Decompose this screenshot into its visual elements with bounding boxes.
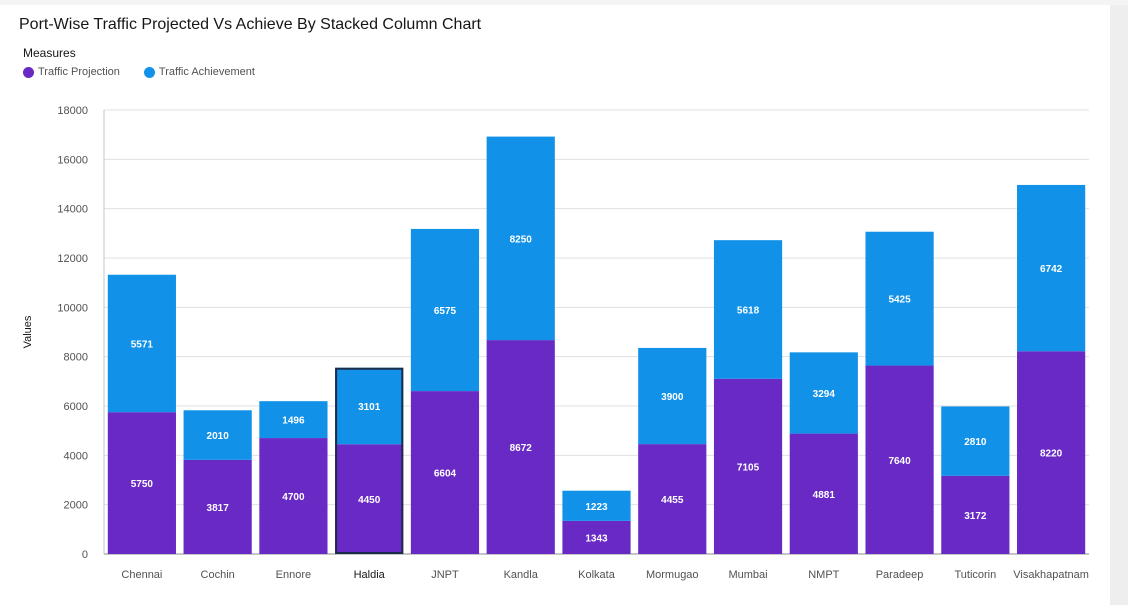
y-tick-label: 10000 bbox=[57, 302, 88, 314]
legend-label-projection: Traffic Projection bbox=[38, 66, 120, 78]
legend-swatch-projection bbox=[23, 66, 34, 78]
data-label-projection: 6604 bbox=[434, 469, 457, 480]
bar-projection[interactable] bbox=[562, 520, 631, 554]
legend-title: Measures bbox=[23, 46, 76, 60]
bar-projection[interactable] bbox=[107, 412, 176, 554]
y-tick-label: 14000 bbox=[57, 204, 88, 216]
bar-achievement[interactable] bbox=[183, 410, 252, 460]
data-label-projection: 5750 bbox=[131, 479, 154, 490]
bar-projection[interactable] bbox=[638, 444, 707, 554]
bar-projection[interactable] bbox=[789, 433, 858, 554]
data-label-projection: 3172 bbox=[964, 511, 987, 522]
bar-achievement[interactable] bbox=[638, 347, 707, 445]
y-tick-label: 8000 bbox=[64, 352, 88, 364]
data-label-projection: 4450 bbox=[358, 495, 381, 506]
data-label-achievement: 5618 bbox=[737, 305, 760, 316]
legend-swatch-achievement bbox=[143, 66, 155, 78]
x-tick-label[interactable]: Chennai bbox=[121, 569, 162, 581]
bar-achievement[interactable] bbox=[259, 401, 328, 439]
y-tick-label: 6000 bbox=[64, 401, 88, 413]
data-label-achievement: 6742 bbox=[1040, 264, 1063, 275]
bar-achievement[interactable] bbox=[410, 228, 480, 392]
bar-projection[interactable] bbox=[865, 365, 934, 554]
x-tick-label[interactable]: JNPT bbox=[431, 569, 459, 581]
x-tick-label[interactable]: Paradeep bbox=[876, 569, 924, 581]
bar-achievement[interactable] bbox=[335, 367, 404, 445]
bar-projection[interactable] bbox=[941, 475, 1010, 554]
data-label-achievement: 5425 bbox=[888, 295, 911, 306]
x-tick-label[interactable]: Kolkata bbox=[578, 569, 616, 581]
bar-projection[interactable] bbox=[410, 391, 480, 554]
bar-achievement[interactable] bbox=[486, 136, 555, 341]
data-label-achievement: 1223 bbox=[585, 502, 608, 513]
legend-item-projection[interactable]: Traffic Projection bbox=[23, 66, 120, 78]
data-label-achievement: 3101 bbox=[358, 402, 381, 413]
bar-achievement[interactable] bbox=[865, 231, 934, 366]
y-tick-label: 2000 bbox=[64, 500, 88, 512]
x-tick-label[interactable]: Tuticorin bbox=[954, 569, 996, 581]
bar-projection[interactable] bbox=[486, 340, 555, 554]
y-tick-label: 4000 bbox=[64, 450, 88, 462]
x-tick-label[interactable]: Visakhapatnam bbox=[1013, 569, 1089, 581]
data-label-achievement: 3900 bbox=[661, 392, 684, 403]
bar-projection[interactable] bbox=[259, 438, 328, 554]
data-label-achievement: 2810 bbox=[964, 437, 987, 448]
y-tick-label: 16000 bbox=[57, 154, 88, 166]
data-label-projection: 4881 bbox=[813, 490, 836, 501]
bar-achievement[interactable] bbox=[789, 352, 858, 434]
data-label-projection: 3817 bbox=[207, 503, 230, 514]
bar-achievement[interactable] bbox=[562, 490, 631, 521]
data-label-achievement: 6575 bbox=[434, 306, 457, 317]
bar-projection[interactable] bbox=[713, 378, 783, 554]
bar-projection[interactable] bbox=[1017, 351, 1086, 554]
bar-projection[interactable] bbox=[183, 459, 252, 554]
y-tick-label: 0 bbox=[82, 549, 88, 561]
y-axis-title: Values bbox=[22, 315, 34, 348]
x-tick-label[interactable]: Haldia bbox=[354, 569, 386, 581]
x-tick-label[interactable]: Kandla bbox=[504, 569, 539, 581]
x-tick-label[interactable]: NMPT bbox=[808, 569, 839, 581]
data-label-achievement: 5571 bbox=[131, 339, 154, 350]
bar-projection[interactable] bbox=[335, 444, 404, 554]
bar-achievement[interactable] bbox=[107, 274, 176, 413]
bar-achievement[interactable] bbox=[1017, 184, 1086, 352]
x-tick-label[interactable]: Mormugao bbox=[646, 569, 699, 581]
y-tick-label: 12000 bbox=[57, 253, 88, 265]
data-label-achievement: 1496 bbox=[282, 416, 305, 427]
data-label-achievement: 2010 bbox=[207, 431, 230, 442]
legend: Traffic Projection Traffic Achievement bbox=[23, 66, 255, 78]
side-panel-edge bbox=[1110, 5, 1128, 605]
x-tick-label[interactable]: Mumbai bbox=[728, 569, 767, 581]
legend-label-achievement: Traffic Achievement bbox=[158, 66, 255, 78]
bar-achievement[interactable] bbox=[713, 240, 783, 379]
data-label-projection: 7105 bbox=[737, 462, 760, 473]
x-tick-label[interactable]: Ennore bbox=[276, 569, 311, 581]
data-label-achievement: 8250 bbox=[510, 234, 533, 245]
chart-title: Port-Wise Traffic Projected Vs Achieve B… bbox=[19, 16, 482, 33]
bar-highlight-outline bbox=[335, 367, 404, 554]
data-label-projection: 8672 bbox=[510, 443, 533, 454]
data-label-projection: 1343 bbox=[585, 533, 608, 544]
data-label-achievement: 3294 bbox=[813, 389, 836, 400]
data-label-projection: 7640 bbox=[888, 456, 911, 467]
legend-item-achievement[interactable]: Traffic Achievement bbox=[143, 66, 255, 78]
y-tick-label: 18000 bbox=[57, 105, 88, 117]
data-label-projection: 4455 bbox=[661, 495, 684, 506]
bar-achievement[interactable] bbox=[941, 406, 1010, 476]
data-label-projection: 4700 bbox=[282, 492, 305, 503]
x-tick-label[interactable]: Cochin bbox=[201, 569, 235, 581]
data-label-projection: 8220 bbox=[1040, 449, 1063, 460]
